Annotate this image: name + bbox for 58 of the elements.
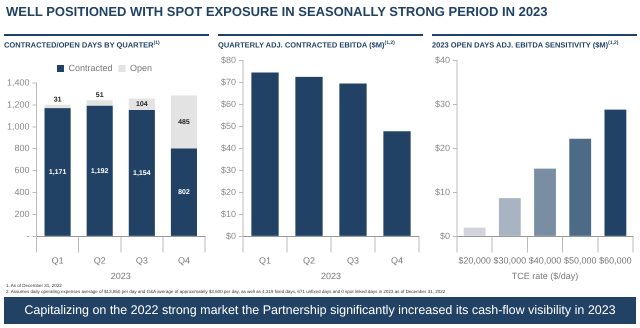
y-tick-label: $80: [220, 54, 236, 65]
x-tick-label: Q2: [303, 255, 316, 266]
x-tick-label: $40,000: [528, 255, 562, 266]
bar: [86, 106, 113, 236]
x-tick-label: $50,000: [564, 255, 596, 266]
y-tick-label: $10: [220, 208, 236, 219]
text: Capitalizing on the 2022 strong market the Partnership significantly increased its cash-flow visibility in 2023: [4, 297, 636, 324]
y-tick-label: $40: [434, 54, 450, 65]
text: WELL POSITIONED WITH SPOT EXPOSURE IN SEASONALLY STRONG PERIOD IN 2023: [6, 4, 548, 19]
y-tick-label: $30: [220, 164, 236, 175]
x-tick-label: Q3: [136, 255, 148, 266]
legend-label: Open: [130, 62, 152, 73]
y-tick-label: 200: [14, 208, 30, 219]
x-tick-label: $30,000: [494, 255, 526, 266]
x-tick-label: Q1: [259, 255, 272, 266]
bar: [86, 100, 113, 106]
y-tick-label: $60: [220, 98, 236, 109]
bar: [251, 72, 279, 236]
y-tick-label: 1,000: [6, 121, 30, 132]
bar: [170, 148, 197, 236]
bar: [295, 76, 323, 236]
bar: [383, 131, 411, 236]
bar: [44, 108, 71, 236]
x-axis-title: 2023: [320, 271, 342, 282]
y-tick-label: $70: [220, 76, 236, 87]
bar: [534, 168, 556, 236]
bar: [339, 84, 367, 236]
y-tick-label: 1,400: [6, 77, 30, 88]
y-tick-label: $20: [434, 142, 450, 153]
bar: [604, 110, 626, 236]
x-tick-label: $20,000: [458, 255, 491, 266]
x-axis-title: TCE rate ($/day): [512, 271, 578, 282]
x-tick-label: Q2: [94, 255, 106, 266]
x-tick-label: Q4: [178, 255, 190, 266]
x-tick-label: Q3: [347, 255, 360, 266]
bar: [569, 138, 592, 236]
x-tick-label: Q4: [390, 255, 404, 266]
bar: [170, 95, 197, 149]
y-tick-label: $0: [226, 230, 236, 241]
bar: [498, 198, 521, 236]
y-tick-label: $40: [220, 142, 236, 153]
bar: [464, 228, 486, 236]
x-tick-label: Q1: [52, 255, 64, 266]
legend-label: Contracted: [68, 62, 113, 73]
y-tick-label: $0: [440, 230, 450, 241]
y-tick-label: $30: [434, 98, 450, 109]
y-tick-label: $20: [220, 186, 236, 197]
y-tick-label: 400: [14, 187, 30, 198]
y-tick-label: $50: [220, 120, 236, 131]
x-axis-title: 2023: [110, 271, 131, 282]
bar: [44, 104, 71, 108]
bar: [128, 110, 155, 236]
y-tick-label: -: [26, 230, 30, 241]
x-tick-label: $60,000: [599, 255, 632, 266]
y-tick-label: 1,200: [6, 99, 30, 110]
y-tick-label: $10: [434, 186, 450, 197]
y-tick-label: 800: [14, 143, 30, 154]
y-tick-label: 600: [14, 165, 30, 176]
